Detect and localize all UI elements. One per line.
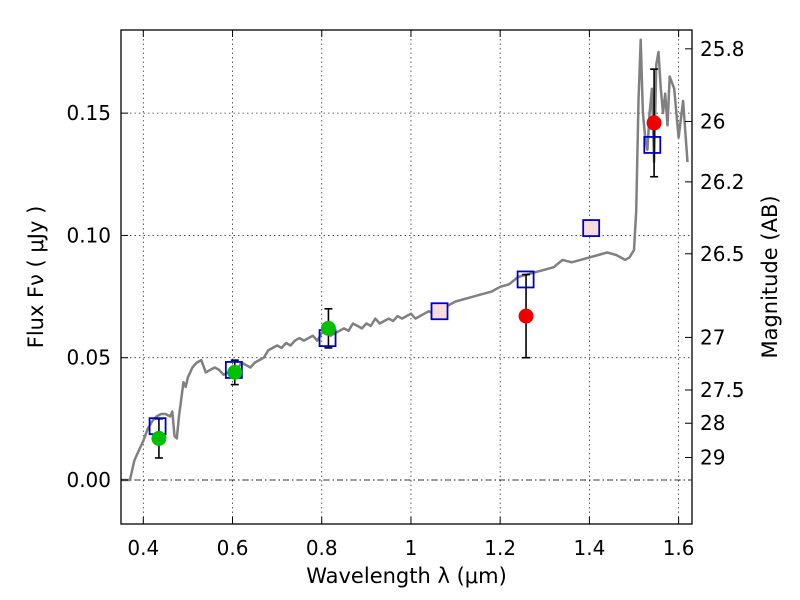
model-flux-square bbox=[430, 302, 449, 321]
y2-tick-label: 29 bbox=[700, 445, 725, 469]
y2-axis-ticks: 25.8 26 26.2 26.5 27 27.5 28 29 bbox=[685, 37, 745, 469]
y-tick-label: 0.15 bbox=[66, 101, 111, 125]
x-tick-label: 1.4 bbox=[573, 536, 605, 560]
y2-tick-label: 27 bbox=[700, 325, 725, 349]
model-flux-square bbox=[643, 136, 662, 154]
green-data-point bbox=[320, 320, 336, 336]
red-data-point bbox=[518, 308, 534, 324]
y2-tick-label: 26.2 bbox=[700, 170, 745, 194]
y-tick-label: 0.05 bbox=[66, 346, 111, 370]
x-tick-label: 0.4 bbox=[127, 536, 159, 560]
y-axis-title: Flux Fν ( μJy ) bbox=[24, 206, 48, 349]
model-flux-square bbox=[582, 219, 601, 237]
model-flux-squares bbox=[148, 136, 662, 436]
x-tick-label: 0.6 bbox=[217, 536, 249, 560]
x-tick-label: 1.6 bbox=[663, 536, 695, 560]
x-axis-ticks: 0.4 0.6 0.8 1 1.2 1.4 1.6 bbox=[127, 30, 695, 560]
y-tick-label: 0.00 bbox=[66, 468, 111, 492]
x-tick-label: 0.8 bbox=[306, 536, 338, 560]
green-data-point bbox=[227, 364, 243, 380]
y2-tick-label: 25.8 bbox=[700, 37, 745, 61]
model-flux-square bbox=[516, 270, 535, 289]
plot-frame bbox=[120, 29, 693, 525]
red-data-point bbox=[646, 115, 662, 131]
x-tick-label: 1.2 bbox=[484, 536, 516, 560]
observed-points bbox=[151, 115, 662, 446]
y2-axis-title: Magnitude (AB) bbox=[758, 195, 782, 358]
x-tick-label: 1 bbox=[405, 536, 418, 560]
y-axis-ticks: 0.00 0.05 0.10 0.15 bbox=[66, 101, 128, 492]
model-spectrum-line bbox=[121, 38, 689, 482]
grid-lines bbox=[121, 30, 692, 524]
y2-tick-label: 28 bbox=[700, 411, 725, 435]
y2-tick-label: 26 bbox=[700, 109, 725, 133]
x-axis-title: Wavelength λ (μm) bbox=[306, 564, 507, 588]
green-data-point bbox=[151, 430, 167, 446]
y-tick-label: 0.10 bbox=[66, 223, 111, 247]
y2-tick-label: 26.5 bbox=[700, 242, 745, 266]
error-bars bbox=[154, 68, 659, 459]
model-layer bbox=[121, 38, 689, 482]
y2-tick-label: 27.5 bbox=[700, 378, 745, 402]
